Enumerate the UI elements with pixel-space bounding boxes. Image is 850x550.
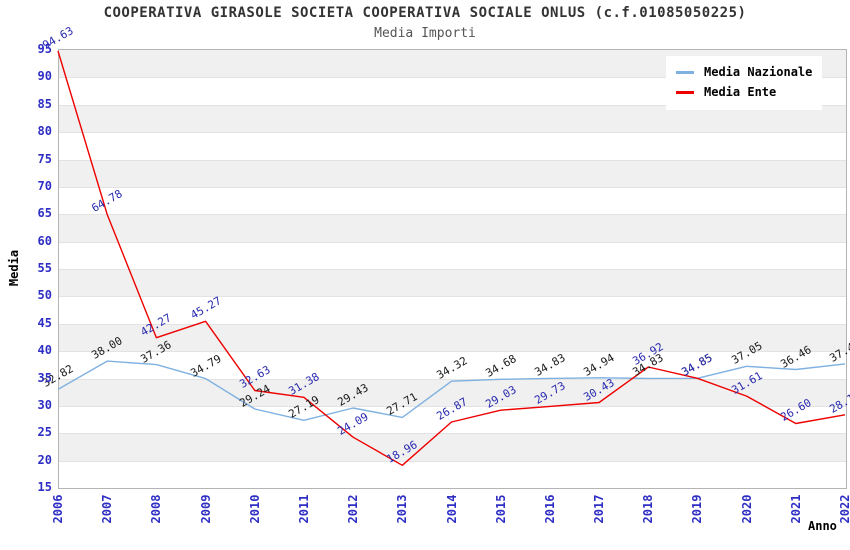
plot-band bbox=[59, 159, 846, 187]
y-tick-label: 60 bbox=[37, 233, 52, 248]
gridline bbox=[59, 186, 846, 188]
plot-band bbox=[59, 241, 846, 269]
x-tick-label: 2019 bbox=[690, 494, 705, 524]
legend-item-media-ente: Media Ente bbox=[676, 82, 812, 102]
x-tick-label: 2017 bbox=[592, 494, 607, 524]
x-tick-label: 2016 bbox=[542, 494, 557, 524]
y-tick-label: 40 bbox=[37, 343, 52, 358]
x-tick-label: 2011 bbox=[296, 494, 311, 524]
gridline bbox=[59, 132, 846, 134]
gridline bbox=[59, 269, 846, 270]
plot-band bbox=[59, 186, 846, 215]
legend-line-sample-ente bbox=[676, 90, 694, 94]
gridline bbox=[59, 214, 846, 216]
gridline bbox=[59, 378, 846, 380]
x-tick-label: 2009 bbox=[198, 494, 213, 524]
gridline bbox=[59, 460, 846, 462]
y-tick-label: 90 bbox=[37, 69, 52, 84]
y-tick-label: 95 bbox=[37, 42, 52, 56]
y-tick-label: 15 bbox=[37, 480, 52, 494]
gridline bbox=[59, 159, 846, 161]
chart-title: COOPERATIVA GIRASOLE SOCIETA COOPERATIVA… bbox=[103, 5, 747, 21]
plot-band bbox=[59, 433, 846, 461]
x-tick-label: 2014 bbox=[444, 494, 459, 524]
plot-band bbox=[59, 323, 846, 352]
y-tick-label: 45 bbox=[37, 315, 52, 330]
gridline bbox=[59, 323, 846, 325]
plot-area bbox=[58, 49, 847, 489]
y-tick-label: 70 bbox=[37, 178, 52, 193]
y-tick-label: 85 bbox=[37, 96, 52, 111]
legend-label-nazionale: Media Nazionale bbox=[704, 65, 813, 79]
x-tick-label: 2006 bbox=[51, 494, 65, 524]
y-axis-title: Media bbox=[7, 249, 21, 287]
gridline bbox=[59, 296, 846, 298]
plot-band bbox=[59, 269, 846, 297]
x-tick-label: 2008 bbox=[149, 494, 164, 524]
chart-subtitle: Media Importi bbox=[374, 26, 476, 41]
x-tick-label: 2021 bbox=[788, 494, 803, 524]
y-tick-label: 25 bbox=[37, 425, 52, 440]
x-tick-label: 2022 bbox=[838, 494, 850, 524]
x-tick-label: 2012 bbox=[346, 494, 361, 524]
plot-band bbox=[59, 214, 846, 242]
y-tick-label: 35 bbox=[37, 370, 52, 385]
y-tick-label: 75 bbox=[37, 151, 52, 166]
plot-band bbox=[59, 460, 846, 488]
gridline bbox=[59, 433, 846, 435]
legend-item-media-nazionale: Media Nazionale bbox=[676, 62, 812, 82]
y-tick-label: 80 bbox=[37, 124, 52, 139]
gridline bbox=[59, 351, 846, 353]
gridline bbox=[59, 241, 846, 243]
x-tick-label: 2010 bbox=[247, 494, 262, 524]
y-tick-label: 30 bbox=[37, 397, 52, 412]
plot-band bbox=[59, 132, 846, 160]
x-tick-label: 2018 bbox=[641, 494, 656, 524]
y-tick-label: 20 bbox=[37, 452, 52, 467]
y-tick-label: 55 bbox=[37, 261, 52, 275]
legend: Media Nazionale Media Ente bbox=[666, 56, 823, 110]
x-tick-label: 2007 bbox=[100, 494, 115, 524]
legend-label-ente: Media Ente bbox=[704, 85, 777, 99]
y-tick-label: 65 bbox=[37, 206, 52, 221]
x-tick-label: 2020 bbox=[739, 494, 754, 524]
x-tick-label: 2013 bbox=[395, 494, 410, 524]
y-tick-label: 50 bbox=[37, 288, 52, 303]
x-tick-label: 2015 bbox=[493, 494, 508, 524]
x-axis-title: Anno bbox=[808, 519, 837, 533]
plot-band bbox=[59, 296, 846, 324]
legend-line-sample-nazionale bbox=[676, 70, 694, 74]
